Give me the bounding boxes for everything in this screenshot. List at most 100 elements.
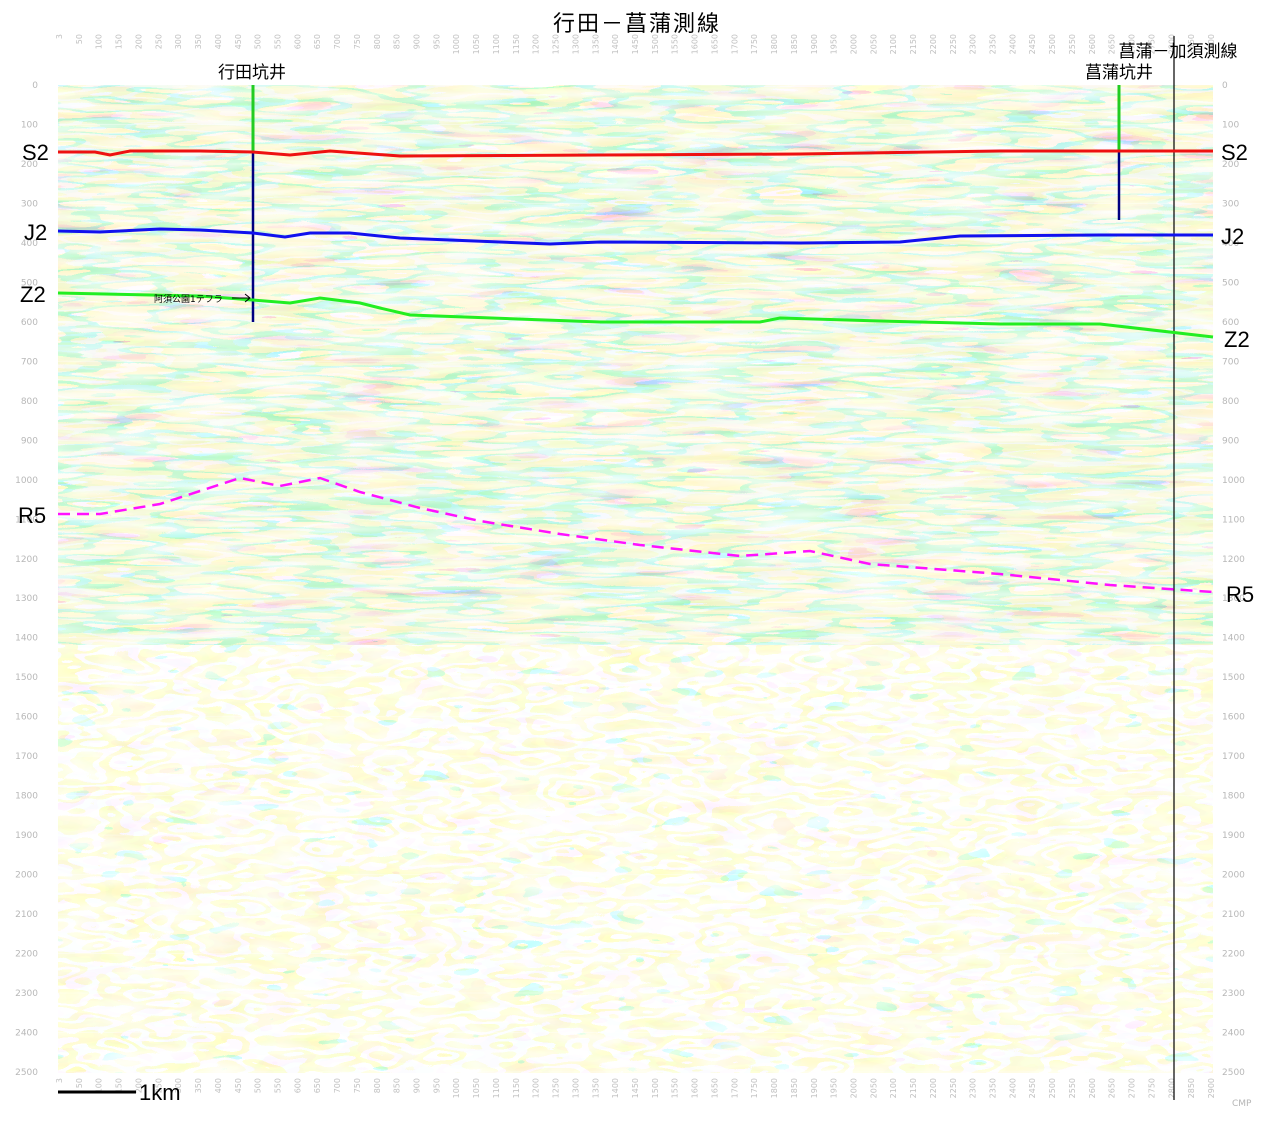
cmp-tick-top: 750 bbox=[353, 34, 362, 49]
cmp-tick-bottom: 2300 bbox=[969, 1078, 978, 1098]
cmp-tick-bottom: 2200 bbox=[929, 1078, 938, 1098]
cmp-tick-bottom: 1800 bbox=[770, 1078, 779, 1098]
cmp-tick-top: 400 bbox=[214, 34, 223, 49]
depth-tick-left: 1800 bbox=[15, 792, 38, 802]
cmp-tick-top: 1700 bbox=[730, 34, 739, 54]
cmp-tick-bottom: 1000 bbox=[452, 1078, 461, 1098]
shobu-well-label: 菖蒲坑井 bbox=[1085, 63, 1153, 83]
seismic-shallow-panel bbox=[58, 85, 1213, 645]
cmp-tick-bottom: 1900 bbox=[810, 1078, 819, 1098]
cmp-tick-top: 2500 bbox=[1048, 34, 1057, 54]
depth-tick-left: 1500 bbox=[15, 673, 38, 683]
depth-tick-left: 2500 bbox=[15, 1068, 38, 1078]
depth-tick-right: 2400 bbox=[1222, 1029, 1245, 1039]
cmp-tick-bottom: 1300 bbox=[571, 1078, 580, 1098]
cmp-tick-bottom: 1200 bbox=[532, 1078, 541, 1098]
cmp-tick-bottom: 2150 bbox=[909, 1078, 918, 1098]
cmp-tick-top: 350 bbox=[194, 34, 203, 49]
cmp-tick-bottom: 2100 bbox=[889, 1078, 898, 1098]
depth-tick-left: 700 bbox=[21, 357, 38, 367]
cmp-tick-top: 1300 bbox=[571, 34, 580, 54]
depth-tick-right: 1300 bbox=[1222, 594, 1245, 604]
cmp-tick-bottom: 2800 bbox=[1167, 1078, 1176, 1098]
depth-tick-left: 1700 bbox=[15, 752, 38, 762]
tephra-label: 阿須公園1テフラ bbox=[154, 294, 223, 305]
cmp-tick-bottom: 1500 bbox=[651, 1078, 660, 1098]
cmp-tick-bottom: 3 bbox=[55, 1078, 64, 1083]
cmp-tick-top: 1550 bbox=[671, 34, 680, 54]
depth-tick-right: 1800 bbox=[1222, 792, 1245, 802]
cmp-tick-bottom: 900 bbox=[413, 1078, 422, 1093]
depth-tick-left: 1900 bbox=[15, 831, 38, 841]
cmp-tick-bottom: 2600 bbox=[1088, 1078, 1097, 1098]
cmp-tick-top: 1150 bbox=[512, 34, 521, 54]
cmp-tick-top: 1450 bbox=[631, 34, 640, 54]
cmp-tick-top: 2350 bbox=[989, 34, 998, 54]
depth-tick-right: 1200 bbox=[1222, 555, 1245, 565]
cmp-tick-bottom: 2500 bbox=[1048, 1078, 1057, 1098]
horizon-r5-label-right: R5 bbox=[1226, 582, 1254, 607]
cmp-tick-bottom: 1700 bbox=[730, 1078, 739, 1098]
depth-tick-right: 400 bbox=[1222, 239, 1239, 249]
cmp-tick-top: 2650 bbox=[1108, 34, 1117, 54]
cmp-tick-top: 1750 bbox=[750, 34, 759, 54]
cmp-tick-top: 600 bbox=[293, 34, 302, 49]
cmp-tick-bottom: 2650 bbox=[1108, 1078, 1117, 1098]
cmp-tick-bottom: 100 bbox=[95, 1078, 104, 1093]
gyoda-well-label: 行田坑井 bbox=[218, 63, 286, 83]
depth-tick-left: 400 bbox=[21, 239, 38, 249]
depth-tick-right: 1000 bbox=[1222, 476, 1245, 486]
cmp-tick-bottom: 2700 bbox=[1128, 1078, 1137, 1098]
cmp-tick-bottom: 800 bbox=[373, 1078, 382, 1093]
cmp-tick-top: 1250 bbox=[552, 34, 561, 54]
seismic-deep-panel bbox=[58, 645, 1213, 1073]
cmp-tick-top: 2400 bbox=[1008, 34, 1017, 54]
horizon-s2-line bbox=[58, 149, 1213, 158]
horizon-j2-label-right: J2 bbox=[1221, 224, 1244, 249]
cmp-tick-bottom: 600 bbox=[293, 1078, 302, 1093]
cmp-tick-top: 2850 bbox=[1187, 34, 1196, 54]
horizon-r5-label-left: R5 bbox=[18, 503, 46, 528]
cmp-tick-top: 1350 bbox=[591, 34, 600, 54]
depth-tick-right: 1100 bbox=[1222, 515, 1245, 525]
cmp-tick-top: 2550 bbox=[1068, 34, 1077, 54]
depth-tick-right: 2200 bbox=[1222, 950, 1245, 960]
cmp-tick-bottom: 700 bbox=[333, 1078, 342, 1093]
cmp-tick-top: 2200 bbox=[929, 34, 938, 54]
cmp-tick-bottom: 1600 bbox=[691, 1078, 700, 1098]
depth-tick-left: 1100 bbox=[15, 515, 38, 525]
cmp-tick-top: 1650 bbox=[710, 34, 719, 54]
depth-tick-left: 800 bbox=[21, 397, 38, 407]
cmp-tick-bottom: 2850 bbox=[1187, 1078, 1196, 1098]
cmp-tick-bottom: 2400 bbox=[1008, 1078, 1017, 1098]
cmp-tick-bottom: 1050 bbox=[472, 1078, 481, 1098]
cmp-tick-top: 1100 bbox=[492, 34, 501, 54]
cmp-tick-bottom: 400 bbox=[214, 1078, 223, 1093]
cmp-tick-top: 950 bbox=[432, 34, 441, 49]
cmp-tick-bottom: 450 bbox=[234, 1078, 243, 1093]
depth-tick-left: 0 bbox=[32, 81, 38, 91]
depth-axis-right: 0 100 200 300 400 500 600 700 800 900 1000 1100 1200… bbox=[1222, 81, 1245, 1078]
cmp-tick-bottom: 1400 bbox=[611, 1078, 620, 1098]
cmp-tick-top: 50 bbox=[75, 34, 84, 44]
depth-tick-left: 1400 bbox=[15, 634, 38, 644]
cmp-tick-bottom: 2900 bbox=[1207, 1078, 1216, 1098]
cmp-tick-top: 300 bbox=[174, 34, 183, 49]
depth-tick-left: 300 bbox=[21, 199, 38, 209]
depth-tick-left: 1000 bbox=[15, 476, 38, 486]
cmp-tick-top: 2100 bbox=[889, 34, 898, 54]
cmp-tick-bottom: 1150 bbox=[512, 1078, 521, 1098]
horizon-s2-label-left: S2 bbox=[22, 140, 49, 165]
cmp-tick-bottom: 1550 bbox=[671, 1078, 680, 1098]
cmp-tick-bottom: 1250 bbox=[552, 1078, 561, 1098]
cmp-tick-top: 1900 bbox=[810, 34, 819, 54]
depth-tick-right: 300 bbox=[1222, 199, 1239, 209]
depth-tick-right: 500 bbox=[1222, 278, 1239, 288]
cmp-tick-bottom: 1100 bbox=[492, 1078, 501, 1098]
depth-tick-left: 1200 bbox=[15, 555, 38, 565]
depth-tick-right: 700 bbox=[1222, 357, 1239, 367]
cmp-tick-top: 2150 bbox=[909, 34, 918, 54]
depth-tick-left: 500 bbox=[21, 278, 38, 288]
cmp-tick-top: 900 bbox=[413, 34, 422, 49]
cmp-tick-bottom: 1650 bbox=[710, 1078, 719, 1098]
